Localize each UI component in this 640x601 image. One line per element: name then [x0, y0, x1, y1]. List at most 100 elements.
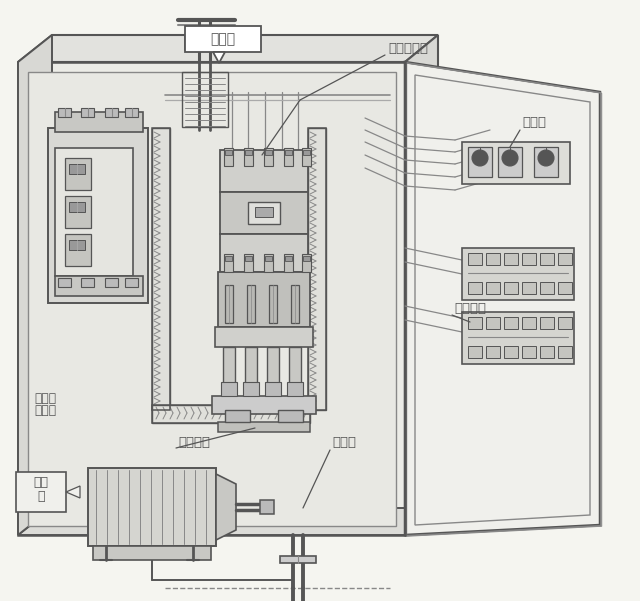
- Bar: [522, 346, 536, 358]
- Bar: [58, 108, 71, 117]
- Bar: [287, 382, 303, 396]
- Bar: [284, 148, 293, 166]
- Bar: [245, 347, 257, 385]
- Bar: [303, 256, 310, 261]
- Bar: [65, 234, 91, 266]
- Bar: [105, 108, 118, 117]
- Bar: [267, 347, 279, 385]
- Polygon shape: [18, 62, 405, 535]
- Bar: [221, 382, 237, 396]
- Bar: [468, 253, 482, 265]
- Bar: [248, 202, 280, 224]
- Bar: [182, 72, 228, 127]
- Bar: [218, 422, 310, 432]
- Bar: [223, 347, 235, 385]
- Polygon shape: [66, 486, 80, 498]
- Bar: [302, 148, 311, 166]
- Bar: [522, 317, 536, 329]
- Bar: [225, 256, 232, 261]
- Bar: [245, 150, 252, 155]
- Bar: [462, 142, 570, 184]
- Bar: [308, 128, 326, 410]
- Bar: [255, 207, 273, 217]
- Bar: [462, 248, 574, 300]
- Circle shape: [186, 40, 193, 46]
- Bar: [291, 285, 299, 323]
- Bar: [486, 346, 500, 358]
- Bar: [69, 164, 85, 174]
- Circle shape: [472, 150, 488, 166]
- Bar: [289, 347, 301, 385]
- Bar: [244, 148, 253, 166]
- Bar: [225, 285, 233, 323]
- Bar: [55, 276, 143, 296]
- Bar: [224, 254, 233, 272]
- Polygon shape: [405, 35, 438, 535]
- Bar: [220, 150, 308, 192]
- Bar: [152, 128, 170, 410]
- Bar: [504, 346, 518, 358]
- Bar: [462, 312, 574, 364]
- Bar: [65, 196, 91, 228]
- Bar: [28, 72, 396, 526]
- Bar: [58, 278, 71, 287]
- Bar: [540, 253, 554, 265]
- Bar: [265, 256, 272, 261]
- Bar: [152, 405, 310, 423]
- Text: 断路器: 断路器: [34, 403, 56, 416]
- Bar: [486, 282, 500, 294]
- Bar: [243, 382, 259, 396]
- Bar: [55, 112, 143, 132]
- Bar: [303, 150, 310, 155]
- Bar: [225, 410, 250, 422]
- Bar: [504, 317, 518, 329]
- Bar: [16, 472, 66, 512]
- Text: 机: 机: [37, 490, 45, 504]
- Bar: [69, 202, 85, 212]
- Bar: [265, 382, 281, 396]
- Bar: [280, 556, 316, 563]
- Text: 电动: 电动: [33, 475, 49, 489]
- Text: 交流接触器: 交流接触器: [388, 41, 428, 55]
- Polygon shape: [18, 35, 438, 62]
- Bar: [486, 253, 500, 265]
- Bar: [504, 282, 518, 294]
- Bar: [468, 282, 482, 294]
- Bar: [215, 327, 313, 347]
- Bar: [212, 396, 316, 414]
- Text: 热继电器: 热继电器: [178, 436, 210, 448]
- Polygon shape: [405, 62, 600, 535]
- Polygon shape: [216, 474, 236, 540]
- Bar: [220, 192, 308, 234]
- Circle shape: [502, 150, 518, 166]
- Bar: [93, 546, 211, 560]
- Bar: [468, 147, 492, 177]
- Bar: [285, 256, 292, 261]
- Bar: [269, 285, 277, 323]
- Bar: [125, 108, 138, 117]
- Bar: [558, 253, 572, 265]
- Bar: [284, 254, 293, 272]
- Bar: [308, 128, 326, 410]
- Bar: [264, 254, 273, 272]
- Bar: [81, 278, 94, 287]
- Text: 控制箱: 控制箱: [211, 32, 236, 46]
- Bar: [247, 285, 255, 323]
- Bar: [69, 240, 85, 250]
- Bar: [264, 148, 273, 166]
- Bar: [540, 317, 554, 329]
- Bar: [534, 147, 558, 177]
- Text: 按钮开关: 按钮开关: [454, 302, 486, 314]
- Bar: [540, 282, 554, 294]
- Bar: [522, 282, 536, 294]
- Bar: [504, 253, 518, 265]
- Bar: [468, 317, 482, 329]
- Polygon shape: [18, 508, 438, 535]
- Bar: [498, 147, 522, 177]
- Bar: [125, 278, 138, 287]
- Bar: [218, 272, 310, 327]
- Bar: [558, 282, 572, 294]
- Bar: [302, 254, 311, 272]
- Bar: [278, 410, 303, 422]
- Bar: [265, 150, 272, 155]
